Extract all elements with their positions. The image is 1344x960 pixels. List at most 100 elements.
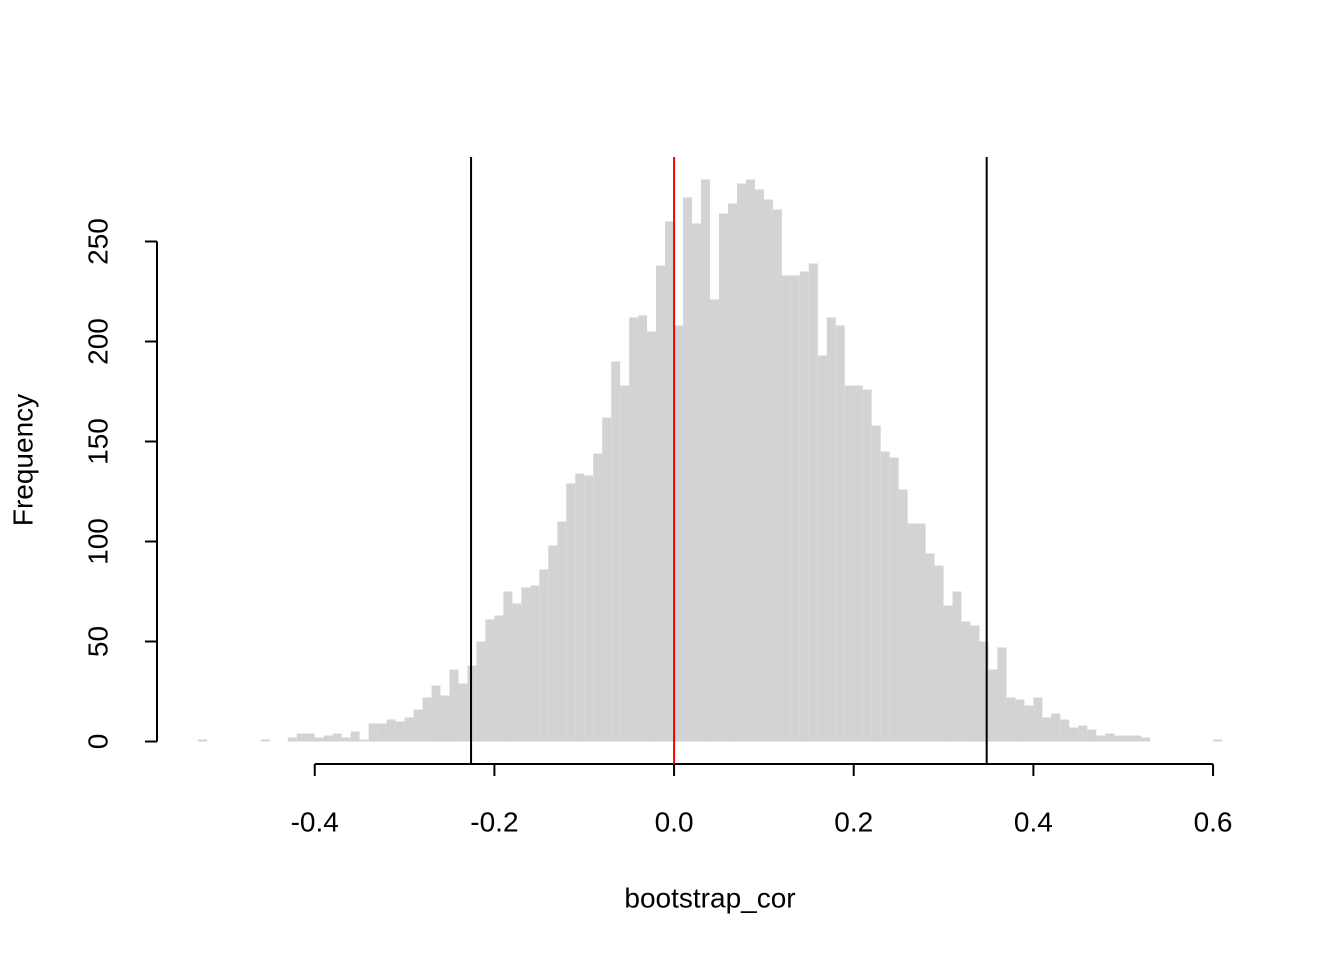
bar	[745, 179, 755, 742]
y-tick-label: 0	[82, 734, 113, 750]
y-tick-label: 50	[82, 626, 113, 657]
bar	[898, 489, 908, 742]
bar	[674, 325, 684, 742]
bar	[790, 275, 800, 742]
bar	[727, 203, 737, 742]
bar	[332, 733, 342, 742]
bar	[1042, 717, 1052, 742]
bar	[853, 385, 863, 742]
bar	[422, 697, 432, 742]
bar	[260, 739, 270, 742]
bar	[656, 265, 666, 742]
y-tick-label: 100	[82, 518, 113, 565]
x-tick-label: -0.4	[291, 806, 339, 837]
bar	[952, 591, 962, 742]
bar	[530, 585, 540, 742]
bar	[683, 197, 693, 742]
y-tick-label: 250	[82, 218, 113, 265]
bar	[395, 721, 405, 742]
bar	[781, 275, 791, 742]
bar	[458, 683, 468, 742]
bar	[1024, 705, 1034, 742]
bar	[449, 669, 459, 742]
bar	[350, 731, 360, 742]
bar	[386, 719, 396, 742]
bar	[979, 641, 989, 742]
bar	[1105, 733, 1115, 742]
x-tick-label: 0.0	[655, 806, 694, 837]
bar	[431, 685, 441, 742]
bar	[521, 587, 531, 742]
bar	[314, 737, 324, 742]
bar	[701, 179, 710, 742]
bar	[485, 619, 495, 742]
bar	[772, 209, 782, 742]
bar	[907, 523, 917, 742]
bar	[692, 223, 702, 742]
bar	[835, 325, 845, 742]
bar	[844, 385, 854, 742]
bar	[754, 189, 764, 742]
bar	[1213, 739, 1223, 742]
bar	[943, 605, 953, 742]
bar	[197, 739, 207, 742]
bar	[862, 389, 872, 742]
bar	[1141, 737, 1151, 742]
bar	[611, 361, 621, 742]
x-tick-label: 0.6	[1194, 806, 1233, 837]
bar	[440, 695, 450, 742]
bar	[368, 723, 378, 742]
bar	[404, 717, 414, 742]
bar	[808, 263, 818, 742]
bar	[539, 569, 549, 742]
y-axis-label: Frequency	[7, 394, 38, 526]
bar	[593, 453, 603, 742]
bar	[718, 213, 728, 742]
bar	[512, 603, 522, 742]
bar	[889, 457, 899, 742]
bar	[1006, 697, 1016, 742]
bar	[341, 737, 351, 742]
x-axis-label: bootstrap_cor	[624, 882, 795, 913]
x-tick-label: 0.2	[834, 806, 873, 837]
bar	[1078, 725, 1088, 742]
bar	[1033, 697, 1043, 742]
bar	[961, 621, 971, 742]
bar	[1051, 713, 1061, 742]
bar	[359, 739, 369, 742]
bar	[880, 451, 890, 742]
bar	[1069, 727, 1079, 742]
bar	[710, 299, 719, 742]
bar	[647, 331, 657, 742]
bar	[665, 221, 675, 742]
bar	[629, 317, 639, 742]
y-tick-label: 200	[82, 318, 113, 365]
bar	[287, 737, 297, 742]
bar	[557, 521, 567, 742]
bar	[602, 417, 612, 742]
bar	[1087, 729, 1097, 742]
bar	[296, 733, 306, 742]
bar	[584, 475, 594, 742]
bar	[988, 669, 998, 742]
y-tick-label: 150	[82, 418, 113, 465]
bar	[763, 199, 773, 742]
bar	[970, 625, 980, 742]
bar	[377, 723, 387, 742]
bar	[1060, 719, 1070, 742]
bar	[826, 317, 836, 742]
bar	[1132, 735, 1142, 742]
bar	[323, 735, 333, 742]
bar	[638, 315, 648, 742]
bar	[934, 565, 944, 742]
bar	[413, 709, 423, 742]
bar	[736, 183, 746, 742]
bar	[575, 473, 585, 742]
bar	[548, 545, 558, 742]
bar	[871, 425, 881, 742]
bar	[503, 591, 513, 742]
bar	[476, 641, 486, 742]
bar	[494, 615, 504, 742]
bar	[916, 523, 926, 742]
bar	[1114, 735, 1124, 742]
